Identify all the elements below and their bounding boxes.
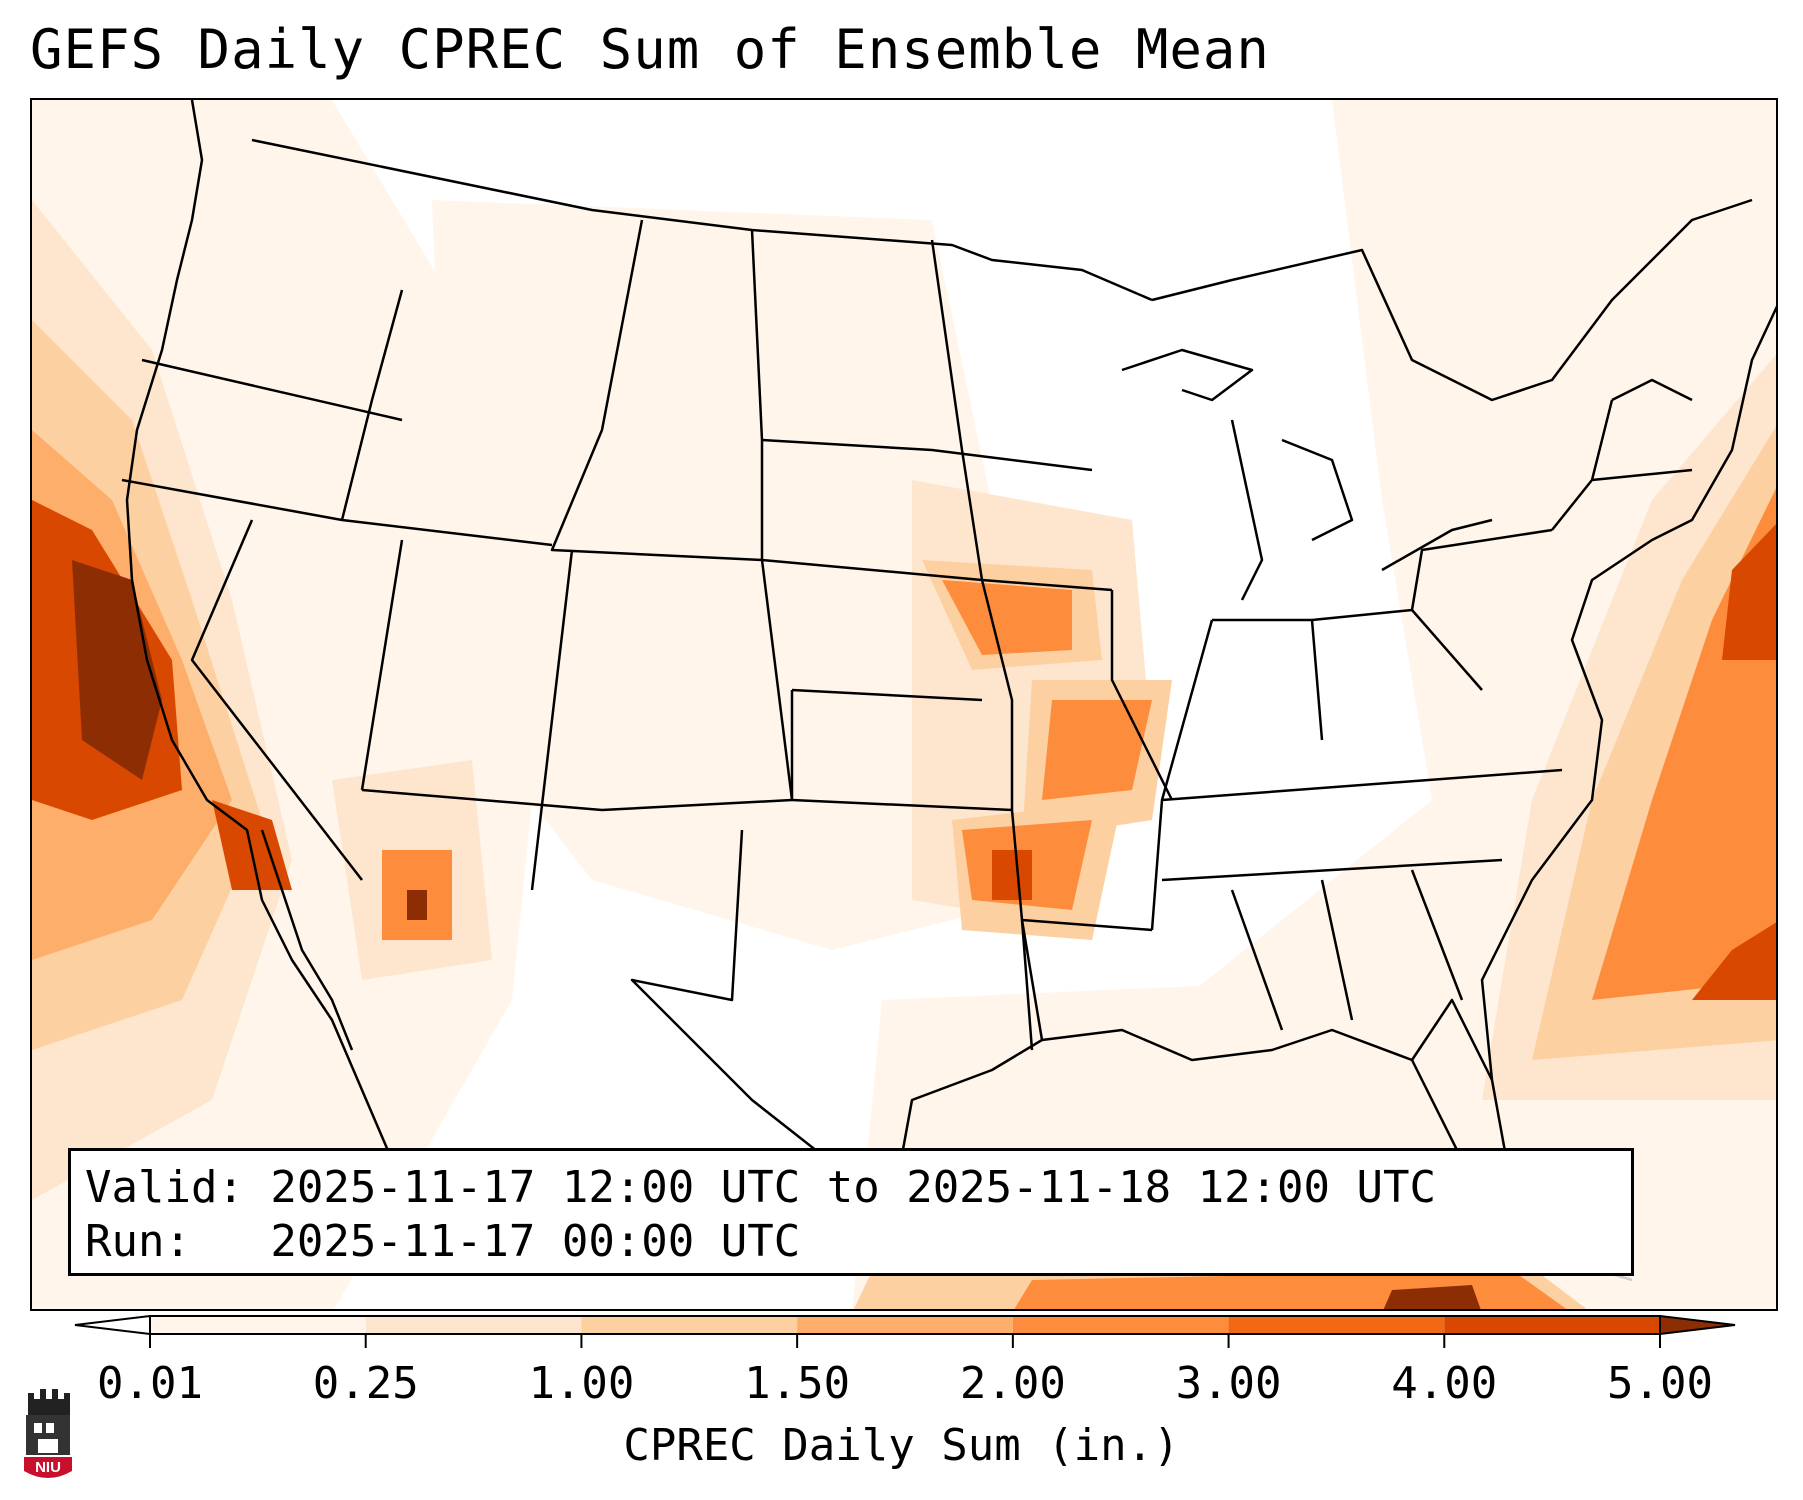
colorbar-tick-label: 3.00 [1175,1358,1282,1409]
map-title: GEFS Daily CPREC Sum of Ensemble Mean [30,18,1270,81]
canada-border [251,138,1153,302]
precip-area-socal-5 [212,800,292,890]
precip-area-missouri-4 [1042,700,1152,800]
colorbar-tick-label: 1.50 [744,1358,851,1409]
baja-coastline [260,829,354,1051]
precip-area-cuba-7 [1383,1285,1481,1309]
colorbar-outline [149,1315,1661,1335]
colorbar-segment [1012,1316,1229,1334]
colorbar-segment [365,1316,582,1334]
precip-area-atlantic-se-6 [1692,922,1776,1000]
state-borders-northeast [1410,378,1693,611]
precip-shading [32,100,1776,1309]
colorbar-tick-label: 0.25 [312,1358,419,1409]
colorbar-ticks [149,1334,1661,1348]
precip-area-arizona-7 [407,890,427,920]
great-lakes [1121,348,1493,601]
valid-run-info-box: Valid: 2025-11-17 12:00 UTC to 2025-11-1… [68,1148,1634,1276]
pacific-coastline [125,100,434,1231]
precip-area-iowa-4 [942,580,1072,655]
precipitation-map [30,98,1778,1311]
colorbar-segment [150,1316,366,1334]
colorbar-tick-label: 2.00 [959,1358,1066,1409]
precip-area-atlantic-6 [1722,524,1776,660]
florida-coastline [1410,998,1514,1191]
colorbar-tick-label: 1.00 [528,1358,635,1409]
precip-area-arkansas-5 [992,850,1032,900]
colorbar-segment [581,1316,798,1334]
niu-logo: NIU [20,1385,76,1485]
colorbar-segment [797,1316,1013,1334]
precip-area-light-plains [432,200,1032,950]
colorbar-tick-label: 4.00 [1391,1358,1498,1409]
colorbar-segment [1444,1316,1660,1334]
colorbar [74,1314,1736,1348]
colorbar-extend-max [1659,1314,1736,1336]
colorbar-tick-label: 5.00 [1607,1358,1713,1409]
valid-time-line: Valid: 2025-11-17 12:00 UTC to 2025-11-1… [85,1162,1437,1213]
colorbar-extend-min [74,1314,151,1336]
colorbar-tick-label: 0.01 [97,1358,203,1409]
atlantic-coastline [1480,305,1776,1081]
colorbar-segment [1228,1316,1445,1334]
map-canvas [32,100,1776,1309]
colorbar-label: CPREC Daily Sum (in.) [623,1420,1180,1471]
colorbar-segments [74,1314,1736,1336]
logo-text: NIU [35,1459,61,1476]
run-time-line: Run: 2025-11-17 00:00 UTC [85,1216,801,1267]
canada-east-border [1151,198,1753,402]
